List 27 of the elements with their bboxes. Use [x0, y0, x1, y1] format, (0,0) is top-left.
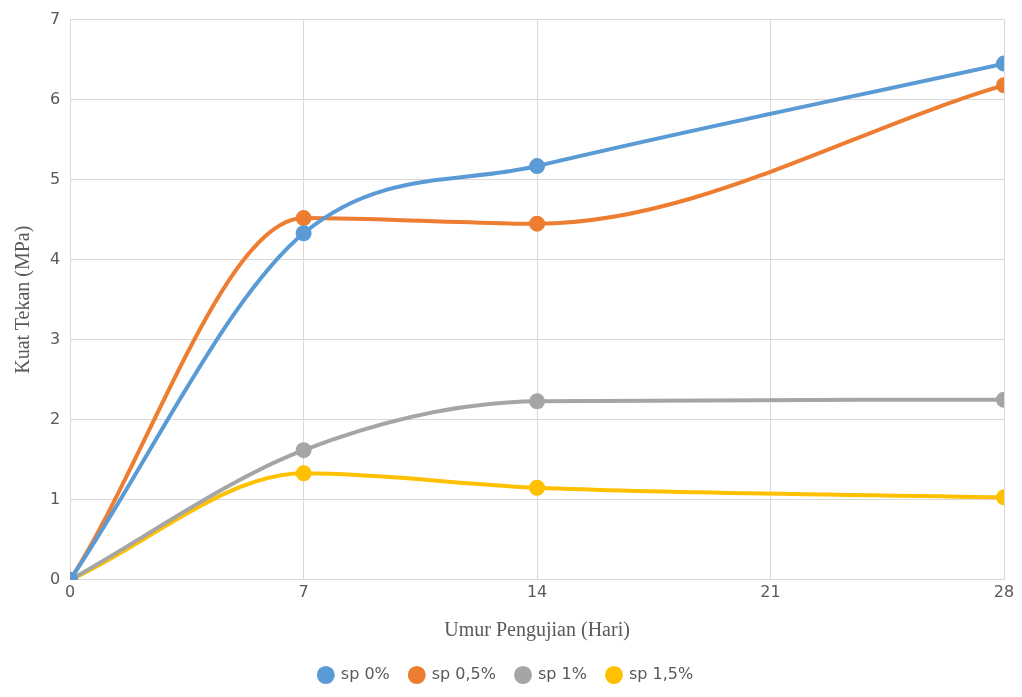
legend-label: sp 0%: [340, 664, 390, 684]
point: [295, 442, 312, 459]
legend-label: sp 1,5%: [628, 664, 694, 684]
y-tick-label: 1: [49, 488, 61, 508]
x-tick-label: 7: [298, 581, 309, 601]
legend-label: sp 0,5%: [431, 664, 497, 684]
point: [295, 225, 312, 242]
legend-label: sp 1%: [538, 664, 587, 684]
x-tick-label: 14: [526, 581, 548, 601]
y-tick-label: 4: [49, 248, 61, 268]
y-tick-label: 0: [49, 568, 61, 588]
point: [295, 210, 312, 227]
y-axis-title: Kuat Tekan (MPa): [11, 225, 35, 374]
point: [295, 465, 312, 482]
y-tick-label: 3: [49, 328, 61, 348]
y-tick-label: 2: [49, 408, 61, 428]
y-tick-label: 5: [49, 168, 61, 188]
x-axis-title: Umur Pengujian (Hari): [444, 618, 630, 642]
point: [529, 215, 546, 232]
point: [529, 479, 546, 496]
y-tick-label: 7: [49, 8, 61, 28]
point: [529, 393, 546, 410]
x-tick-label: 21: [760, 581, 781, 601]
x-tick-label: 28: [993, 581, 1015, 601]
x-tick-label: 0: [65, 581, 76, 601]
y-tick-label: 6: [49, 88, 61, 108]
point: [529, 158, 546, 175]
